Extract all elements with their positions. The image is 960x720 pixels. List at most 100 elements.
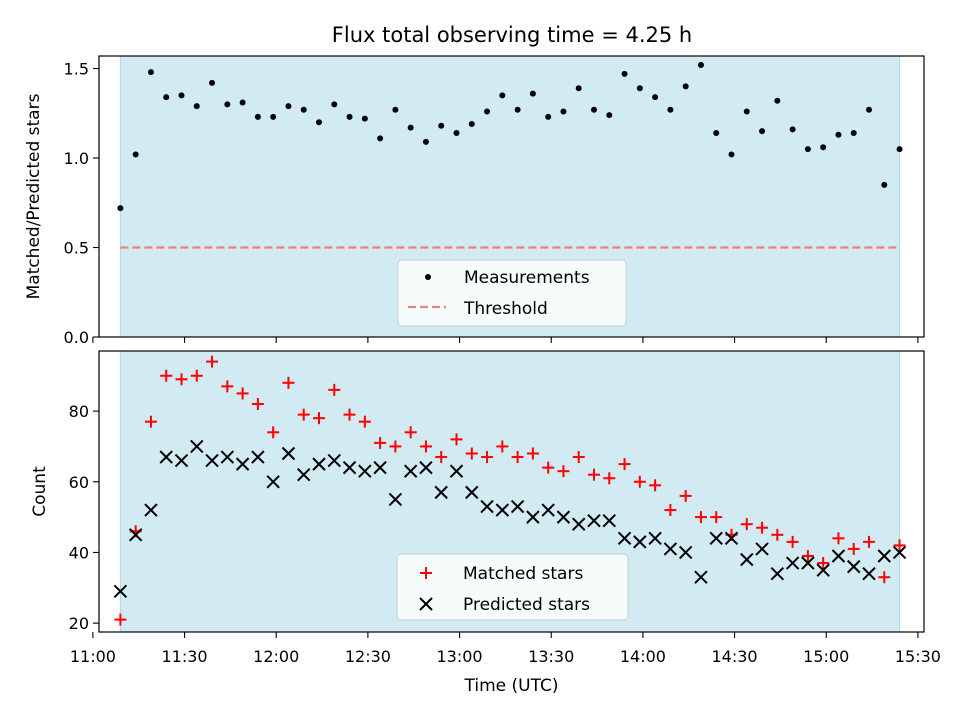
matched-star-point bbox=[847, 542, 860, 555]
matched-star-point bbox=[206, 355, 219, 368]
measurement-point bbox=[514, 106, 521, 113]
legend-matched-marker bbox=[420, 567, 432, 579]
matched-star-point bbox=[267, 426, 280, 439]
ratio-panel-frame bbox=[98, 55, 925, 338]
predicted-star-point bbox=[572, 517, 586, 531]
measurement-point bbox=[377, 135, 384, 142]
measurement-point bbox=[438, 122, 445, 129]
predicted-star-point bbox=[801, 556, 815, 570]
matched-star-point bbox=[114, 613, 127, 626]
matched-star-point bbox=[786, 535, 799, 548]
measurement-point bbox=[850, 129, 857, 136]
time-x-tick-label: 12:00 bbox=[253, 647, 299, 666]
time-x-label: Time (UTC) bbox=[464, 676, 559, 696]
predicted-star-point bbox=[251, 450, 265, 464]
measurement-point bbox=[529, 90, 536, 97]
matched-star-point bbox=[251, 398, 264, 411]
measurement-point bbox=[331, 101, 338, 108]
time-x-tick-label: 13:30 bbox=[528, 647, 574, 666]
predicted-star-point bbox=[144, 503, 158, 517]
predicted-star-point bbox=[678, 545, 693, 560]
matched-star-point bbox=[144, 415, 157, 428]
measurement-point bbox=[422, 138, 429, 145]
ratio-y-axis: 0.0 0.5 1.0 1.5 bbox=[64, 60, 99, 347]
predicted-star-point bbox=[312, 457, 326, 471]
measurement-point bbox=[117, 205, 124, 212]
predicted-star-point bbox=[709, 531, 723, 546]
predicted-star-point bbox=[740, 552, 754, 567]
matched-star-point bbox=[190, 369, 203, 382]
count-panel-frame bbox=[98, 350, 925, 633]
measurement-point bbox=[682, 83, 689, 90]
predicted-star-point bbox=[358, 464, 372, 478]
predicted-star-point bbox=[113, 584, 128, 599]
matched-star-point bbox=[221, 380, 234, 393]
measurement-point bbox=[453, 129, 460, 136]
measurement-point bbox=[361, 115, 368, 122]
matched-star-point bbox=[572, 451, 585, 464]
predicted-star-point bbox=[694, 570, 708, 584]
predicted-star-point bbox=[159, 450, 173, 464]
predicted-star-point bbox=[831, 549, 846, 563]
ratio-y-tick-label: 0.5 bbox=[64, 239, 89, 258]
predicted-star-point bbox=[633, 535, 647, 549]
measurement-point bbox=[896, 146, 903, 153]
predicted-star-point bbox=[587, 513, 601, 528]
measurement-point bbox=[300, 106, 307, 113]
predicted-star-point bbox=[770, 566, 785, 581]
measurement-point bbox=[591, 106, 597, 113]
matched-star-point bbox=[542, 461, 555, 474]
predicted-star-point bbox=[327, 453, 341, 468]
measurement-point bbox=[560, 108, 567, 115]
matched-star-point bbox=[297, 408, 310, 421]
ratio-legend: Measurements Threshold bbox=[397, 259, 627, 327]
predicted-star-point bbox=[785, 556, 800, 570]
predicted-star-point bbox=[617, 531, 632, 546]
matched-star-point bbox=[832, 532, 845, 545]
measurement-point bbox=[728, 151, 735, 158]
matched-star-point bbox=[160, 369, 173, 382]
predicted-star-point bbox=[220, 450, 235, 464]
matched-star-point bbox=[358, 415, 371, 428]
measurement-point bbox=[407, 124, 414, 131]
measurement-point bbox=[270, 113, 277, 120]
matched-star-point bbox=[389, 440, 402, 453]
measurements-points bbox=[117, 61, 903, 212]
measurement-point bbox=[621, 70, 628, 77]
matched-star-point bbox=[404, 426, 417, 439]
predicted-star-point bbox=[877, 549, 891, 563]
ratio-panel: 0.0 0.5 1.0 1.5 Matched/Predicted stars Mea… bbox=[24, 55, 925, 347]
matched-star-point bbox=[633, 475, 646, 488]
measurement-point bbox=[636, 85, 643, 92]
matched-star-point bbox=[817, 557, 830, 570]
measurement-point bbox=[239, 99, 246, 106]
matched-star-point bbox=[740, 518, 753, 531]
matched-star-point bbox=[588, 468, 600, 481]
time-x-tick-label: 15:30 bbox=[895, 647, 941, 666]
measurement-point bbox=[545, 113, 552, 120]
ratio-y-tick-label: 1.5 bbox=[64, 60, 89, 79]
predicted-star-point bbox=[892, 545, 907, 560]
time-x-tick-label: 14:30 bbox=[712, 647, 758, 666]
matched-star-point bbox=[557, 465, 570, 478]
predicted-star-point bbox=[648, 531, 662, 546]
predicted-star-point bbox=[480, 499, 494, 514]
predicted-star-point bbox=[602, 513, 616, 528]
legend-matched-label: Matched stars bbox=[463, 564, 583, 584]
time-x-tick-label: 12:30 bbox=[345, 647, 391, 666]
count-y-axis: 20 40 60 80 bbox=[69, 402, 99, 633]
predicted-star-point bbox=[266, 475, 280, 489]
measurement-point bbox=[163, 94, 170, 101]
matched-star-point bbox=[863, 535, 875, 548]
measurement-point bbox=[759, 128, 766, 135]
time-x-axis: 11:00 11:30 12:00 12:30 13:00 13:30 14:00 14:30… bbox=[70, 632, 941, 666]
legend-plus-glyph bbox=[420, 567, 432, 579]
predicted-stars-points bbox=[113, 439, 907, 599]
count-y-tick-label: 80 bbox=[69, 402, 89, 421]
matched-star-point bbox=[343, 408, 356, 421]
ratio-y-label: Matched/Predicted stars bbox=[24, 93, 44, 299]
predicted-star-point bbox=[816, 563, 830, 577]
matched-star-point bbox=[282, 376, 295, 389]
matched-star-point bbox=[801, 550, 814, 563]
